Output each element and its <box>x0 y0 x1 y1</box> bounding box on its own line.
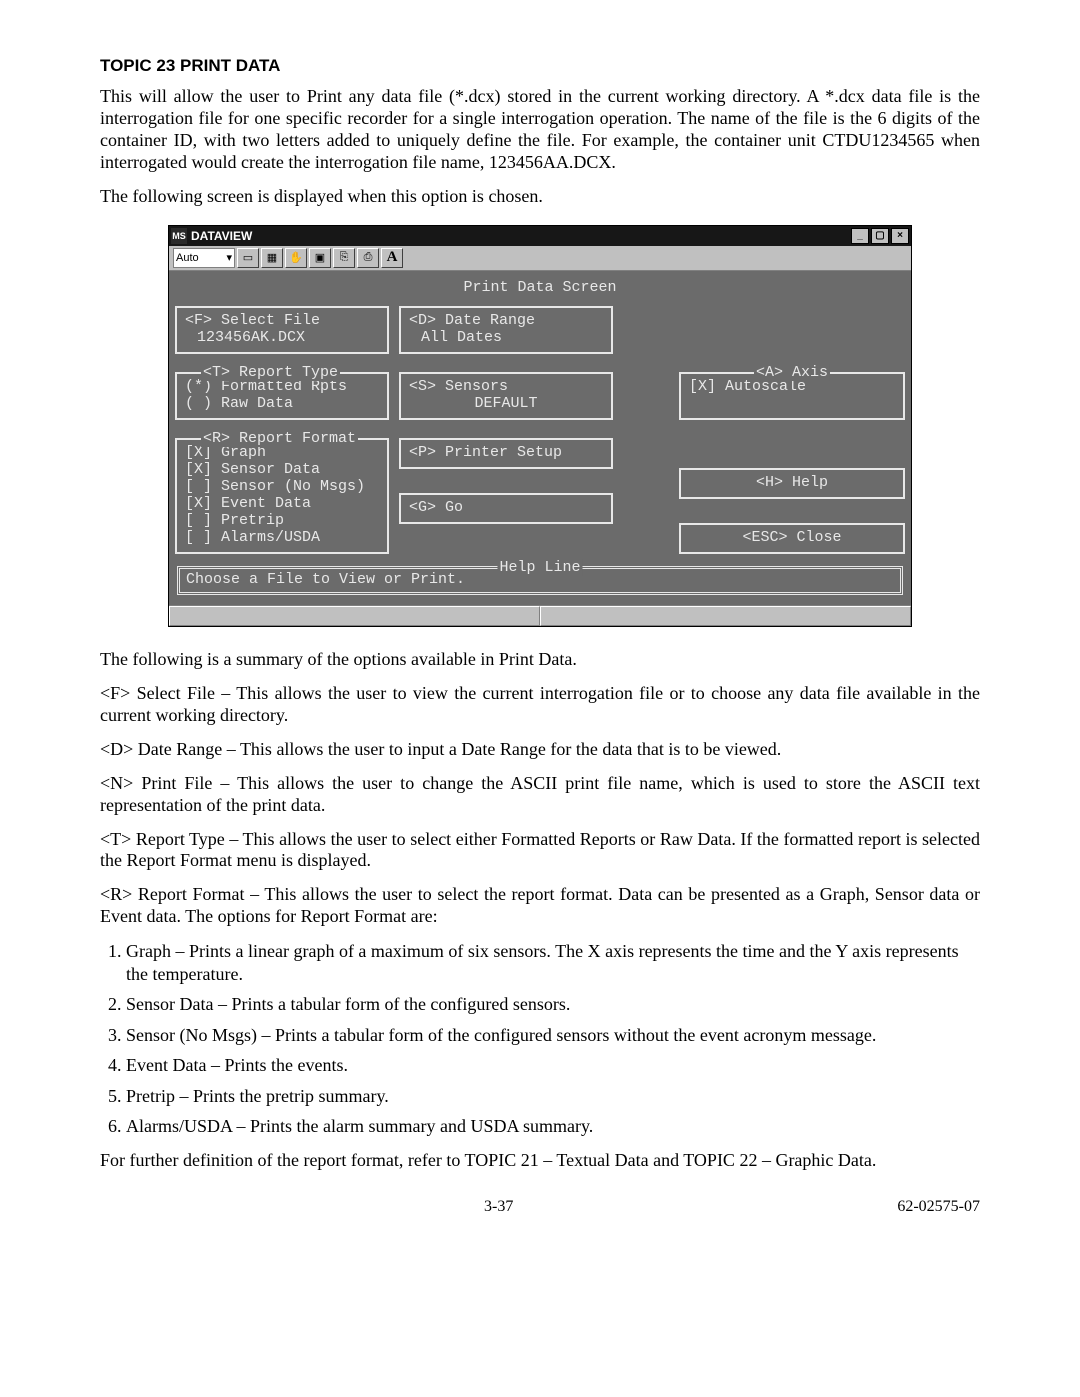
report-format-list: Graph – Prints a linear graph of a maxim… <box>100 940 980 1138</box>
go-panel[interactable]: <G> Go <box>399 493 613 524</box>
go-label: <G> Go <box>409 499 603 516</box>
rf-list-3: Sensor (No Msgs) – Prints a tabular form… <box>126 1024 980 1047</box>
rf-opt-3[interactable]: [X] Event Data <box>185 495 379 512</box>
window-titlebar: MS DATAVIEW _ ▢ × <box>169 226 911 246</box>
rf-list-1: Graph – Prints a linear graph of a maxim… <box>126 940 980 985</box>
intro-para-1: This will allow the user to Print any da… <box>100 86 980 174</box>
sensors-label: <S> Sensors <box>409 378 603 395</box>
report-format-title: <R> Report Format <box>201 430 358 447</box>
page-number: 3-37 <box>484 1198 513 1216</box>
statusbar <box>169 605 911 626</box>
help-line-panel: Help Line Choose a File to View or Print… <box>177 566 903 595</box>
app-icon: MS <box>171 228 187 244</box>
report-type-opt-1[interactable]: ( ) Raw Data <box>185 395 379 412</box>
close-button[interactable]: × <box>891 228 909 244</box>
minimize-button[interactable]: _ <box>851 228 869 244</box>
rf-opt-5[interactable]: [ ] Alarms/USDA <box>185 529 379 546</box>
report-type-panel[interactable]: <T> Report Type (*) Formatted Rpts ( ) R… <box>175 372 389 420</box>
toolbar-icon-5[interactable]: ⎘ <box>333 248 355 268</box>
rf-list-2: Sensor Data – Prints a tabular form of t… <box>126 993 980 1016</box>
summary-r: <R> Report Format – This allows the user… <box>100 884 980 928</box>
toolbar-font-icon[interactable]: A <box>381 248 403 268</box>
close-label: <ESC> Close <box>689 529 895 546</box>
summary-n: <N> Print File – This allows the user to… <box>100 773 980 817</box>
axis-title: <A> Axis <box>754 364 830 381</box>
printer-setup-label: <P> Printer Setup <box>409 444 603 461</box>
date-range-value: All Dates <box>409 329 603 346</box>
summary-f: <F> Select File – This allows the user t… <box>100 683 980 727</box>
help-line-text: Choose a File to View or Print. <box>186 571 465 588</box>
rf-list-5: Pretrip – Prints the pretrip summary. <box>126 1085 980 1108</box>
select-file-label: <F> Select File <box>185 312 379 329</box>
help-line-title: Help Line <box>497 559 582 576</box>
toolbar-icon-4[interactable]: ▣ <box>309 248 331 268</box>
select-file-value: 123456AK.DCX <box>185 329 379 346</box>
maximize-button[interactable]: ▢ <box>871 228 889 244</box>
footer-note: For further definition of the report for… <box>100 1150 980 1172</box>
sensors-panel[interactable]: <S> Sensors DEFAULT <box>399 372 613 420</box>
date-range-label: <D> Date Range <box>409 312 603 329</box>
dataview-window: MS DATAVIEW _ ▢ × Auto ▾ ▭ ▦ ✋ ▣ ⎘ ⎙ A P… <box>168 225 912 627</box>
rf-opt-4[interactable]: [ ] Pretrip <box>185 512 379 529</box>
select-file-panel[interactable]: <F> Select File 123456AK.DCX <box>175 306 389 354</box>
toolbar-icon-1[interactable]: ▭ <box>237 248 259 268</box>
toolbar-icon-3[interactable]: ✋ <box>285 248 307 268</box>
rf-opt-2[interactable]: [ ] Sensor (No Msgs) <box>185 478 379 495</box>
report-format-panel[interactable]: <R> Report Format [X] Graph [X] Sensor D… <box>175 438 389 554</box>
rf-list-4: Event Data – Prints the events. <box>126 1054 980 1077</box>
topic-heading: TOPIC 23 PRINT DATA <box>100 56 980 76</box>
toolbar-icon-2[interactable]: ▦ <box>261 248 283 268</box>
help-panel[interactable]: <H> Help <box>679 468 905 499</box>
axis-panel[interactable]: <A> Axis [X] Autoscale <box>679 372 905 420</box>
help-label: <H> Help <box>689 474 895 491</box>
summary-t: <T> Report Type – This allows the user t… <box>100 829 980 873</box>
doc-number: 62-02575-07 <box>897 1198 980 1216</box>
intro-para-2: The following screen is displayed when t… <box>100 186 980 207</box>
chevron-down-icon: ▾ <box>226 251 232 264</box>
report-type-title: <T> Report Type <box>201 364 340 381</box>
rf-list-6: Alarms/USDA – Prints the alarm summary a… <box>126 1115 980 1138</box>
toolbar: Auto ▾ ▭ ▦ ✋ ▣ ⎘ ⎙ A <box>169 246 911 271</box>
close-panel[interactable]: <ESC> Close <box>679 523 905 554</box>
toolbar-font-value: Auto <box>176 252 199 264</box>
screen-title: Print Data Screen <box>175 275 905 306</box>
sensors-value: DEFAULT <box>409 395 603 412</box>
toolbar-icon-6[interactable]: ⎙ <box>357 248 379 268</box>
rf-opt-1[interactable]: [X] Sensor Data <box>185 461 379 478</box>
toolbar-font-select[interactable]: Auto ▾ <box>173 248 235 268</box>
printer-setup-panel[interactable]: <P> Printer Setup <box>399 438 613 469</box>
window-title: DATAVIEW <box>191 229 252 243</box>
date-range-panel[interactable]: <D> Date Range All Dates <box>399 306 613 354</box>
summary-intro: The following is a summary of the option… <box>100 649 980 671</box>
summary-d: <D> Date Range – This allows the user to… <box>100 739 980 761</box>
